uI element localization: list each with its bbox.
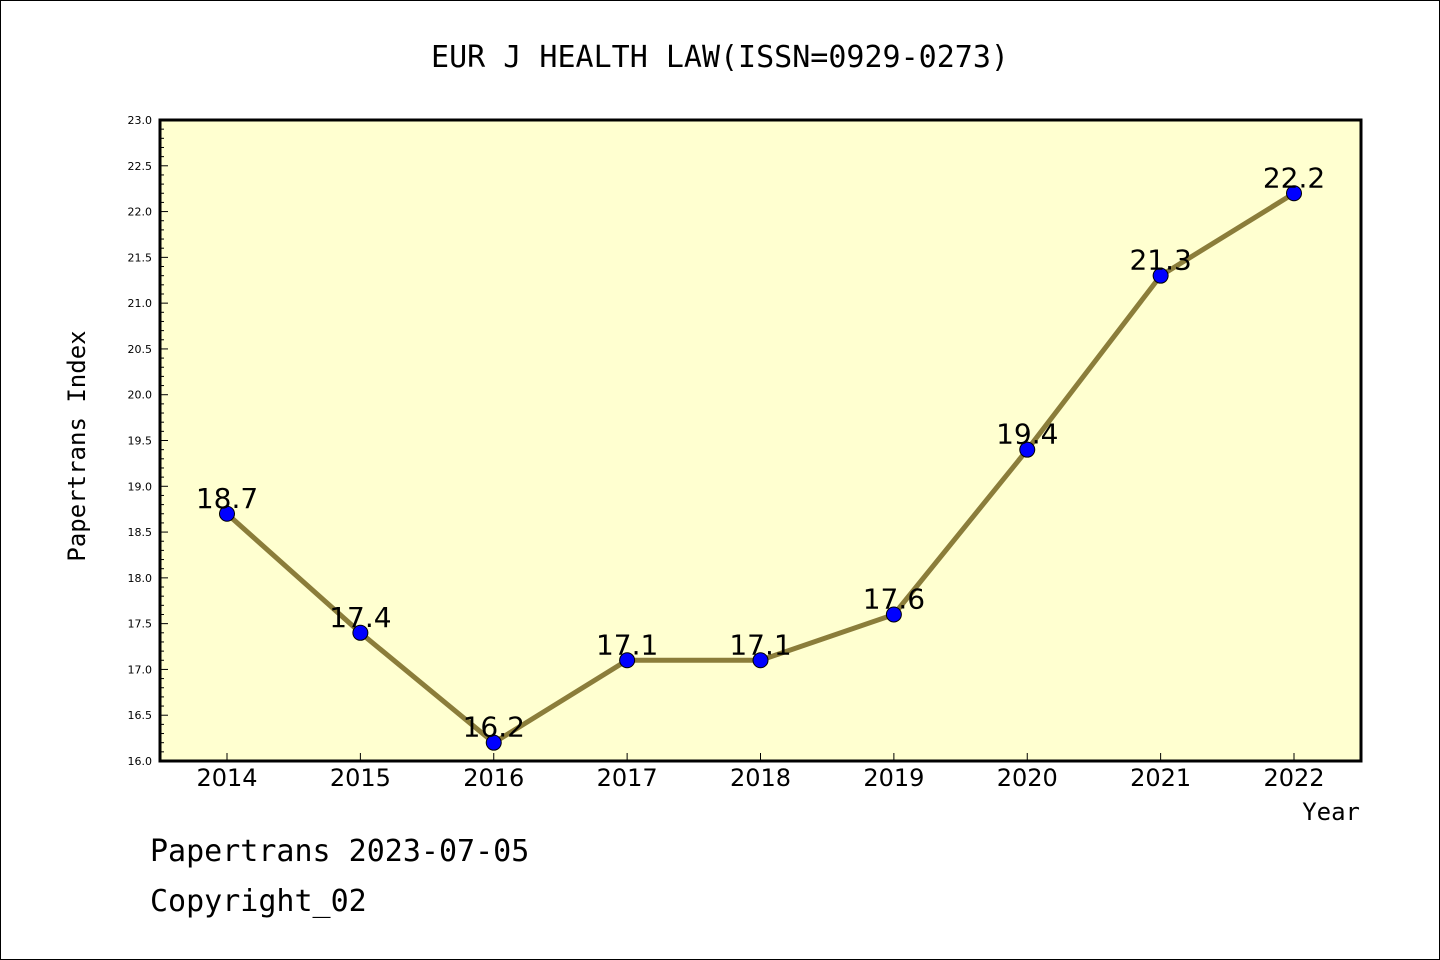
data-point: [219, 505, 235, 522]
y-tick-label: 18.5: [128, 526, 153, 539]
x-tick-label: 2019: [863, 764, 924, 792]
data-point: [1286, 185, 1302, 202]
x-tick-label: 2020: [997, 764, 1058, 792]
data-label: 19.4: [996, 418, 1058, 451]
y-axis-label: Papertrans Index: [63, 330, 91, 561]
y-tick-label: 16.5: [128, 709, 153, 722]
data-label: 21.3: [1129, 244, 1191, 277]
y-tick-label: 22.5: [128, 160, 153, 173]
footer-copyright: Copyright_02: [150, 884, 367, 919]
x-tick-label: 2014: [196, 764, 257, 792]
x-tick-label: 2018: [730, 764, 791, 792]
data-label: 16.2: [463, 711, 525, 744]
x-tick-label: 2022: [1263, 764, 1324, 792]
y-tick-label: 20.0: [128, 389, 153, 402]
y-tick-label: 16.0: [128, 755, 153, 768]
y-tick-label: 21.0: [128, 297, 153, 310]
y-tick-label: 19.0: [128, 480, 153, 493]
data-point: [352, 624, 369, 641]
chart-title: EUR J HEALTH LAW(ISSN=0929-0273): [431, 40, 1009, 75]
y-tick-label: 21.5: [128, 251, 153, 264]
data-point: [1019, 441, 1036, 458]
y-tick-label: 17.0: [128, 663, 153, 676]
x-axis-label: Year: [1302, 798, 1360, 826]
data-label: 17.1: [596, 628, 658, 661]
data-point: [1152, 267, 1169, 284]
y-tick-label: 23.0: [128, 114, 153, 127]
x-axis: 2014 2015 2016 2017 2018 2019 2020 2021 2022: [196, 753, 1325, 792]
y-tick-label: 17.5: [128, 618, 153, 631]
y-tick-label: 22.0: [128, 206, 153, 219]
data-label: 17.4: [329, 601, 391, 634]
data-point: [752, 652, 769, 669]
y-tick-label: 18.0: [128, 572, 153, 585]
data-label: 17.1: [729, 628, 791, 661]
footer-date: Papertrans 2023-07-05: [150, 834, 530, 869]
x-tick-label: 2017: [597, 764, 658, 792]
y-tick-label: 19.5: [128, 435, 153, 448]
data-point: [885, 606, 902, 623]
y-axis: 16.0 16.5 17.0 17.5 18.0 18.5 19.0 19.5 20.0 20.5…: [128, 114, 168, 768]
data-point: [485, 734, 502, 751]
data-labels: 18.7 17.4 16.2 17.1 17.1 17.6 19.4 21.3 22.2: [196, 161, 1325, 743]
data-point: [619, 652, 636, 669]
x-tick-label: 2021: [1130, 764, 1191, 792]
y-tick-label: 20.5: [128, 343, 153, 356]
data-label: 18.7: [196, 482, 258, 515]
x-tick-label: 2016: [463, 764, 524, 792]
data-label: 22.2: [1263, 161, 1325, 194]
series-line: [219, 185, 1302, 751]
x-tick-label: 2015: [330, 764, 391, 792]
data-label: 17.6: [863, 582, 925, 615]
